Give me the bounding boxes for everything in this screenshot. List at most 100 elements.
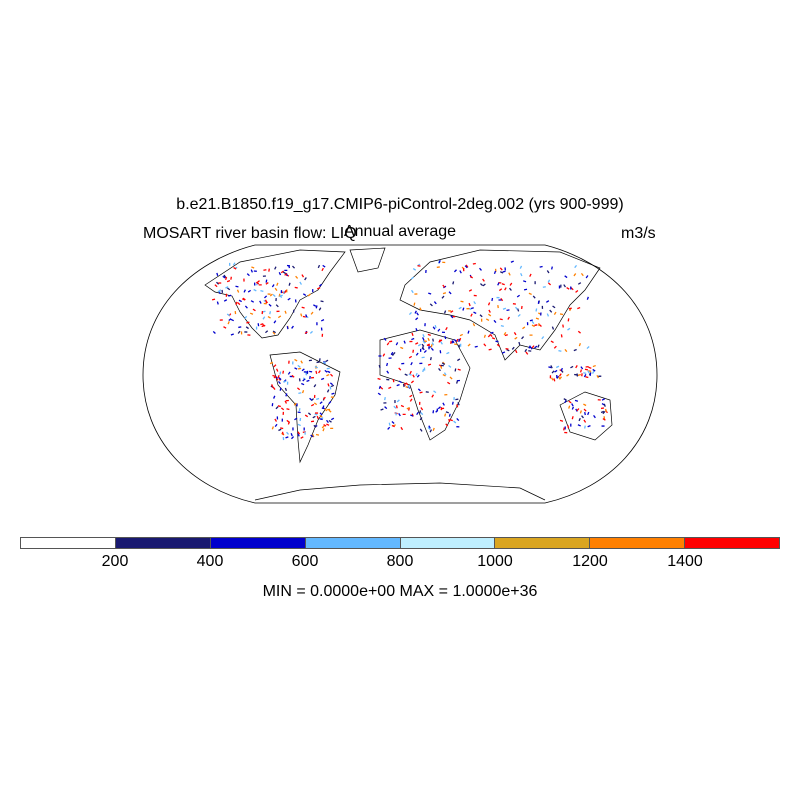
river-segment	[243, 289, 246, 293]
river-segment	[574, 264, 578, 269]
river-segment	[446, 351, 450, 355]
river-segment	[470, 313, 473, 317]
river-segment	[226, 280, 231, 283]
river-segment	[499, 318, 503, 321]
river-segment	[588, 366, 592, 369]
river-segment	[488, 313, 492, 317]
river-segment	[417, 388, 421, 392]
river-segment	[417, 343, 422, 347]
river-segment	[458, 337, 462, 342]
river-segment	[264, 299, 268, 303]
river-segment	[440, 365, 443, 369]
river-segment	[467, 330, 470, 334]
river-segment	[556, 375, 560, 379]
river-segment	[297, 364, 301, 368]
river-segment	[550, 266, 553, 270]
river-segment	[427, 333, 431, 336]
river-segment	[331, 392, 335, 395]
variable-label: MOSART river basin flow: LIQ	[143, 225, 357, 242]
river-segment	[577, 373, 582, 377]
river-segment	[321, 425, 325, 429]
river-segment	[522, 326, 526, 330]
river-segment	[501, 283, 505, 286]
river-segment	[448, 291, 452, 295]
river-segment	[553, 378, 556, 382]
river-segment	[472, 323, 476, 327]
river-segment	[602, 410, 606, 415]
river-segment	[265, 282, 269, 285]
river-segment	[292, 265, 296, 269]
river-segment	[580, 273, 584, 277]
river-segment	[398, 380, 403, 384]
river-segment	[505, 347, 509, 350]
river-segment	[317, 287, 321, 290]
river-segment	[284, 400, 288, 404]
river-segment	[238, 326, 242, 329]
river-segment	[528, 345, 531, 349]
river-segment	[382, 353, 386, 357]
river-segment	[431, 394, 435, 398]
river-segment	[592, 368, 596, 372]
river-segment	[286, 408, 290, 411]
river-segment	[233, 267, 237, 270]
river-segment	[497, 282, 500, 286]
colorbar-label: 1400	[667, 553, 703, 570]
river-segment	[310, 311, 314, 315]
river-segment	[414, 310, 417, 314]
river-segment	[581, 415, 584, 419]
river-segment	[216, 281, 220, 285]
river-segment	[393, 405, 397, 409]
river-segment	[392, 379, 395, 383]
river-segment	[433, 390, 437, 394]
river-segment	[398, 413, 401, 417]
river-segment	[318, 370, 321, 374]
river-segment	[529, 346, 533, 350]
river-segment	[558, 373, 562, 377]
river-segment	[304, 331, 308, 335]
map-outline	[142, 244, 658, 504]
river-segment	[245, 326, 249, 330]
river-segment	[384, 406, 388, 410]
river-segment	[491, 337, 496, 340]
river-segment	[453, 420, 457, 424]
river-segment	[299, 281, 302, 285]
river-segment	[377, 392, 381, 396]
river-segment	[398, 367, 402, 371]
river-segment	[250, 269, 253, 273]
river-segment	[515, 306, 518, 310]
river-segment	[222, 275, 226, 279]
river-flow-field	[211, 260, 608, 441]
river-segment	[323, 423, 327, 427]
river-segment	[454, 368, 457, 372]
river-segment	[451, 340, 455, 344]
river-segment	[563, 427, 565, 431]
europe-asia	[399, 249, 601, 361]
river-segment	[443, 372, 447, 376]
river-segment	[279, 371, 282, 375]
river-segment	[406, 407, 410, 410]
river-segment	[223, 274, 227, 278]
river-segment	[315, 433, 320, 436]
river-segment	[390, 351, 394, 356]
river-segment	[271, 384, 274, 388]
south-america	[269, 351, 341, 464]
river-segment	[312, 434, 315, 438]
river-segment	[228, 318, 232, 322]
river-segment	[317, 264, 321, 269]
river-segment	[271, 426, 274, 430]
river-segment	[324, 369, 328, 373]
river-segment	[579, 369, 583, 373]
river-segment	[534, 345, 538, 349]
river-segment	[396, 399, 400, 403]
river-segment	[329, 386, 332, 390]
river-segment	[600, 410, 605, 414]
river-segment	[273, 364, 277, 368]
river-segment	[547, 279, 551, 283]
river-segment	[268, 268, 270, 272]
river-segment	[273, 395, 276, 399]
river-segment	[288, 282, 291, 286]
colorbar-box	[115, 538, 211, 548]
river-segment	[412, 268, 417, 271]
river-segment	[301, 382, 305, 386]
river-segment	[386, 362, 389, 367]
